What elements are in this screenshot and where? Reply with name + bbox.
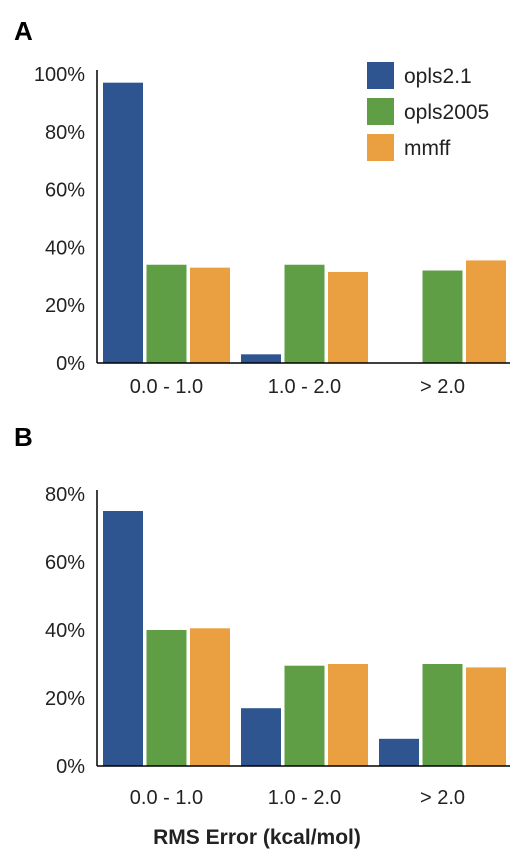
legend-swatch xyxy=(367,134,394,161)
bar-mmff xyxy=(466,260,506,363)
bar-opls2005 xyxy=(146,264,187,363)
bar-mmff xyxy=(328,664,368,766)
panel-a: A 0% 20% 40% 60% 80% 100% 0.0 - 1.0 1.0 - 2.0 >… xyxy=(14,16,510,398)
y-tick-label: 80% xyxy=(45,484,85,506)
x-tick-label: 1.0 - 2.0 xyxy=(268,376,341,398)
y-tick-label: 100% xyxy=(34,64,85,86)
legend-label: opls2.1 xyxy=(404,65,472,88)
bar-mmff xyxy=(466,667,506,766)
panel-a-y-axis: 0% 20% 40% 60% 80% 100% xyxy=(34,64,98,375)
y-tick-label: 60% xyxy=(45,180,85,202)
x-tick-label: 0.0 - 1.0 xyxy=(130,376,203,398)
y-tick-label: 60% xyxy=(45,552,85,574)
panel-a-bars xyxy=(103,82,506,364)
x-tick-label: > 2.0 xyxy=(420,376,465,398)
panel-b-y-axis: 0% 20% 40% 60% 80% xyxy=(45,484,98,778)
y-tick-label: 20% xyxy=(45,295,85,317)
bar-opls2-1 xyxy=(241,708,281,766)
panel-b-label: B xyxy=(14,422,33,452)
panel-a-label: A xyxy=(14,16,33,46)
bar-opls2005 xyxy=(284,665,325,766)
bar-opls2-1 xyxy=(241,354,281,363)
x-tick-label: 0.0 - 1.0 xyxy=(130,787,203,809)
panel-b-bars xyxy=(103,511,506,766)
bar-mmff xyxy=(190,628,230,766)
bar-mmff xyxy=(190,267,230,363)
panel-a-x-axis: 0.0 - 1.0 1.0 - 2.0 > 2.0 xyxy=(97,362,510,398)
bar-opls2-1 xyxy=(379,738,419,766)
bar-opls2005 xyxy=(422,664,463,766)
legend-swatch xyxy=(367,98,394,125)
panel-b-x-axis: 0.0 - 1.0 1.0 - 2.0 > 2.0 xyxy=(97,765,510,809)
y-tick-label: 40% xyxy=(45,237,85,259)
y-tick-label: 0% xyxy=(56,756,85,778)
y-tick-label: 20% xyxy=(45,688,85,710)
bar-opls2005 xyxy=(422,270,463,363)
bar-opls2005 xyxy=(146,630,187,766)
bar-opls2-1 xyxy=(103,82,143,364)
legend-swatch xyxy=(367,62,394,89)
y-tick-label: 40% xyxy=(45,620,85,642)
legend-label: mmff xyxy=(404,137,450,160)
panel-b: B 0% 20% 40% 60% 80% 0.0 - 1.0 1.0 - 2.0 > 2.0 xyxy=(14,422,510,809)
legend-label: opls2005 xyxy=(404,101,489,124)
y-tick-label: 80% xyxy=(45,122,85,144)
bar-opls2-1 xyxy=(103,511,143,766)
x-tick-label: 1.0 - 2.0 xyxy=(268,787,341,809)
bar-mmff xyxy=(328,271,368,363)
x-tick-label: > 2.0 xyxy=(420,787,465,809)
y-tick-label: 0% xyxy=(56,353,85,375)
panel-a-legend: opls2.1 opls2005 mmff xyxy=(367,62,489,161)
x-axis-title: RMS Error (kcal/mol) xyxy=(153,826,361,849)
bar-opls2005 xyxy=(284,264,325,363)
